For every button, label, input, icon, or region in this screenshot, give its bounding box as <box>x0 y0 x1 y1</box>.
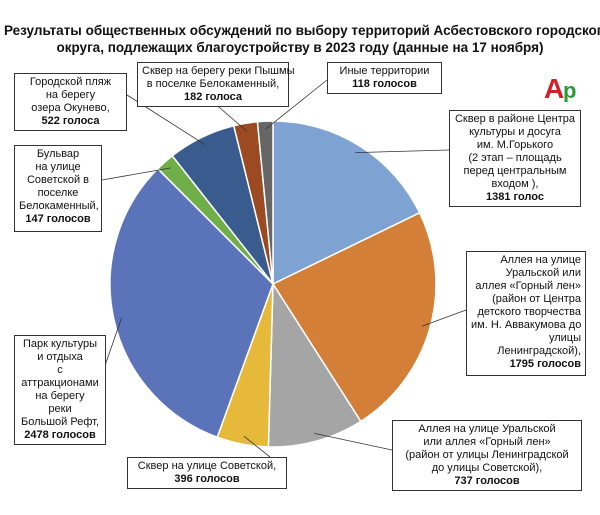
slice-label-line: улицы <box>548 332 581 344</box>
slice-label-line: аттракционами <box>21 377 99 389</box>
slice-label-line: (район от Центра <box>492 293 581 305</box>
slice-label-line: детского творчества <box>477 306 581 318</box>
slice-label-line: до улицы Советской), <box>431 462 543 474</box>
slice-label-line: Городской пляж <box>29 76 112 88</box>
slice-label-line: или аллея «Горный лен» <box>423 436 551 448</box>
slice-label: Городской пляж на берегу озера Окунево, 522… <box>14 73 127 131</box>
leader-line <box>265 79 328 130</box>
slice-value: 1795 голосов <box>509 358 581 370</box>
slice-label-line: Ленинградской), <box>497 345 581 357</box>
slice-label-line: культуры и досуга <box>469 126 561 138</box>
slice-label-line: на берегу <box>35 390 85 402</box>
slice-value: 2478 голосов <box>24 429 96 441</box>
slice-label-line: реки <box>48 403 72 415</box>
slice-label: Аллея на улице Уральской или аллея «Горны… <box>392 420 582 491</box>
slice-label: Иные территории 118 голосов <box>327 62 442 94</box>
slice-label-line: на берегу <box>45 89 96 101</box>
slice-label-line: и отдыха <box>37 351 83 363</box>
slice-label: Сквер в районе Центра культуры и досуга им… <box>449 110 581 207</box>
pie-slice <box>109 167 274 439</box>
title-line: Результаты общественных обсуждений по вы… <box>4 23 600 38</box>
svg-text:А: А <box>544 74 564 102</box>
title-line: округа, подлежащих благоустройству в 202… <box>56 40 544 55</box>
leader-line <box>101 167 171 181</box>
leader-line <box>355 149 450 153</box>
pie-slice <box>256 120 274 285</box>
slice-label-line: Сквер в районе Центра <box>454 113 576 125</box>
slice-value: 737 голосов <box>454 475 520 487</box>
pie-slice <box>272 120 421 286</box>
leader-line <box>314 433 393 451</box>
slice-label-line: Советской в <box>26 174 90 186</box>
slice-label-line: поселке <box>37 187 79 199</box>
slice-label-line: аллея «Горный лен» <box>475 280 581 292</box>
slice-value: 396 голосов <box>174 473 240 485</box>
slice-label-line: Сквер на берегу реки Пышмы <box>142 65 295 77</box>
slice-value: 182 голоса <box>183 91 243 103</box>
slice-label-line: Аллея на улице <box>500 254 581 266</box>
slice-label-line: перед центральным <box>463 165 567 177</box>
slice-value: 118 голосов <box>352 78 417 90</box>
slice-label-line: в поселке Белокаменный, <box>146 78 280 90</box>
slice-label-line: Белокаменный, <box>19 200 99 212</box>
slice-label-line: с <box>57 364 63 376</box>
slice-label-line: на улице <box>35 161 81 173</box>
logo-icon: А р <box>544 74 576 102</box>
leader-line <box>422 309 467 327</box>
slice-label: Парк культуры и отдыха с аттракционами на бе… <box>14 335 106 445</box>
slice-label-line: Бульвар <box>36 148 80 160</box>
slice-label-line: им. Н. Аввакумова до <box>471 319 582 331</box>
slice-label-line: Иные территории <box>339 65 430 77</box>
slice-label-line: озера Окунево, <box>31 102 110 114</box>
slice-label-line: Большой Рефт, <box>20 416 100 428</box>
slice-label: Сквер на улице Советской, 396 голосов <box>127 457 287 489</box>
slice-label-line: Сквер на улице Советской, <box>137 460 277 472</box>
slice-value: 147 голосов <box>25 213 91 225</box>
slice-label-line: им. М.Горького <box>476 139 554 151</box>
slice-label: Аллея на улице Уральской или аллея «Горный… <box>466 251 586 376</box>
slice-label: Бульвар на улице Советской в поселке Белокам… <box>14 145 102 232</box>
pie-slice <box>267 281 362 448</box>
slice-value: 1381 голос <box>486 191 544 203</box>
slice-label-line: Аллея на улице Уральской <box>418 423 556 435</box>
slice-label-line: Парк культуры <box>22 338 98 350</box>
slice-label-line: Уральской или <box>505 267 581 279</box>
svg-text:р: р <box>563 78 576 102</box>
chart-title: Результаты общественных обсуждений по вы… <box>4 22 600 56</box>
slice-label-line: (2 этап – площадь <box>468 152 562 164</box>
slice-label: Сквер на берегу реки Пышмы в поселке Бело… <box>137 62 295 107</box>
slice-label-line: (район от улицы Ленинградской <box>405 449 569 461</box>
leader-line <box>243 435 271 458</box>
slice-value: 522 голоса <box>41 115 100 127</box>
slice-label-line: входом ), <box>491 178 539 190</box>
pie-slice <box>271 211 437 423</box>
